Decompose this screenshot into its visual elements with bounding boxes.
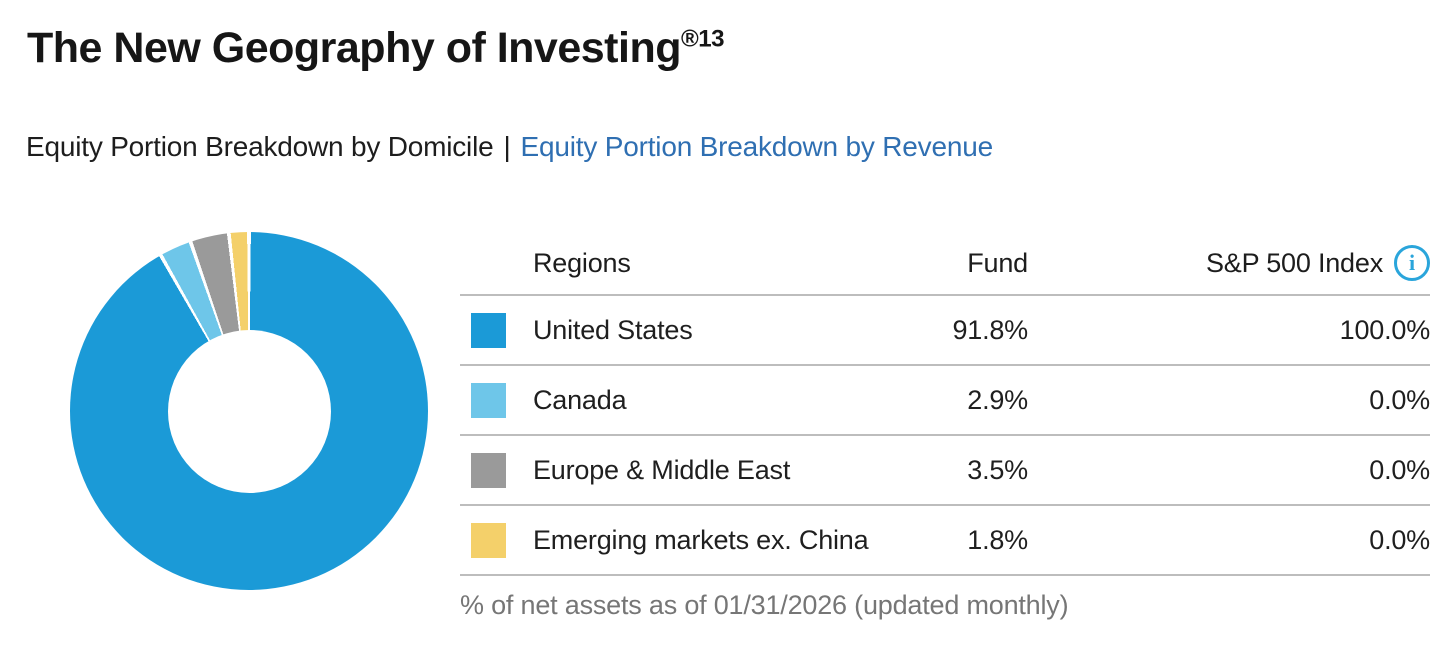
table-row: Europe & Middle East 3.5% 0.0% — [460, 436, 1430, 506]
legend-swatch — [471, 382, 506, 418]
fund-value: 91.8% — [952, 314, 1028, 345]
table-row: Canada 2.9% 0.0% — [460, 366, 1430, 436]
toggle-domicile-label: Equity Portion Breakdown by Domicile — [26, 131, 494, 162]
page-title: The New Geography of Investing®13 — [27, 24, 725, 73]
legend-swatch — [471, 452, 506, 488]
table-row: Emerging markets ex. China 1.8% 0.0% — [460, 506, 1430, 576]
page-title-superscript: ®13 — [680, 25, 725, 53]
fund-value: 3.5% — [967, 454, 1028, 485]
region-cell: United States — [460, 312, 880, 348]
table-header-row: Regions Fund S&P 500 Index i — [460, 232, 1430, 296]
header-index: S&P 500 Index i — [1028, 245, 1430, 281]
domicile-donut-chart — [70, 232, 428, 590]
index-value: 0.0% — [1369, 384, 1430, 415]
page-title-text: The New Geography of Investing — [27, 24, 681, 72]
toggle-revenue-link[interactable]: Equity Portion Breakdown by Revenue — [520, 131, 994, 162]
footnote: % of net assets as of 01/31/2026 (update… — [460, 590, 1069, 620]
region-name: Canada — [533, 384, 627, 415]
region-cell: Emerging markets ex. China — [460, 522, 880, 558]
fund-value: 2.9% — [967, 384, 1028, 415]
header-index-label: S&P 500 Index — [1205, 247, 1383, 278]
table-row: United States 91.8% 100.0% — [460, 296, 1430, 366]
legend-swatch — [471, 312, 506, 348]
legend-swatch — [471, 522, 506, 558]
toggle-separator: | — [503, 131, 511, 162]
info-icon[interactable]: i — [1394, 245, 1430, 281]
region-name: Emerging markets ex. China — [533, 524, 869, 555]
region-cell: Europe & Middle East — [460, 452, 880, 488]
fund-value: 1.8% — [967, 524, 1028, 555]
header-fund: Fund — [967, 247, 1028, 278]
region-name: Europe & Middle East — [533, 454, 791, 485]
index-value: 100.0% — [1339, 314, 1431, 345]
index-value: 0.0% — [1369, 524, 1430, 555]
header-regions: Regions — [533, 247, 631, 278]
donut-hole — [167, 329, 331, 493]
table-body: United States 91.8% 100.0% Canada 2.9% 0.0% Eu… — [460, 296, 1430, 576]
region-name: United States — [533, 314, 693, 345]
regions-table: Regions Fund S&P 500 Index i United State… — [460, 232, 1430, 576]
index-value: 0.0% — [1369, 454, 1430, 485]
region-cell: Canada — [460, 382, 880, 418]
breakdown-toggle: Equity Portion Breakdown by Domicile | Equ… — [26, 131, 993, 163]
